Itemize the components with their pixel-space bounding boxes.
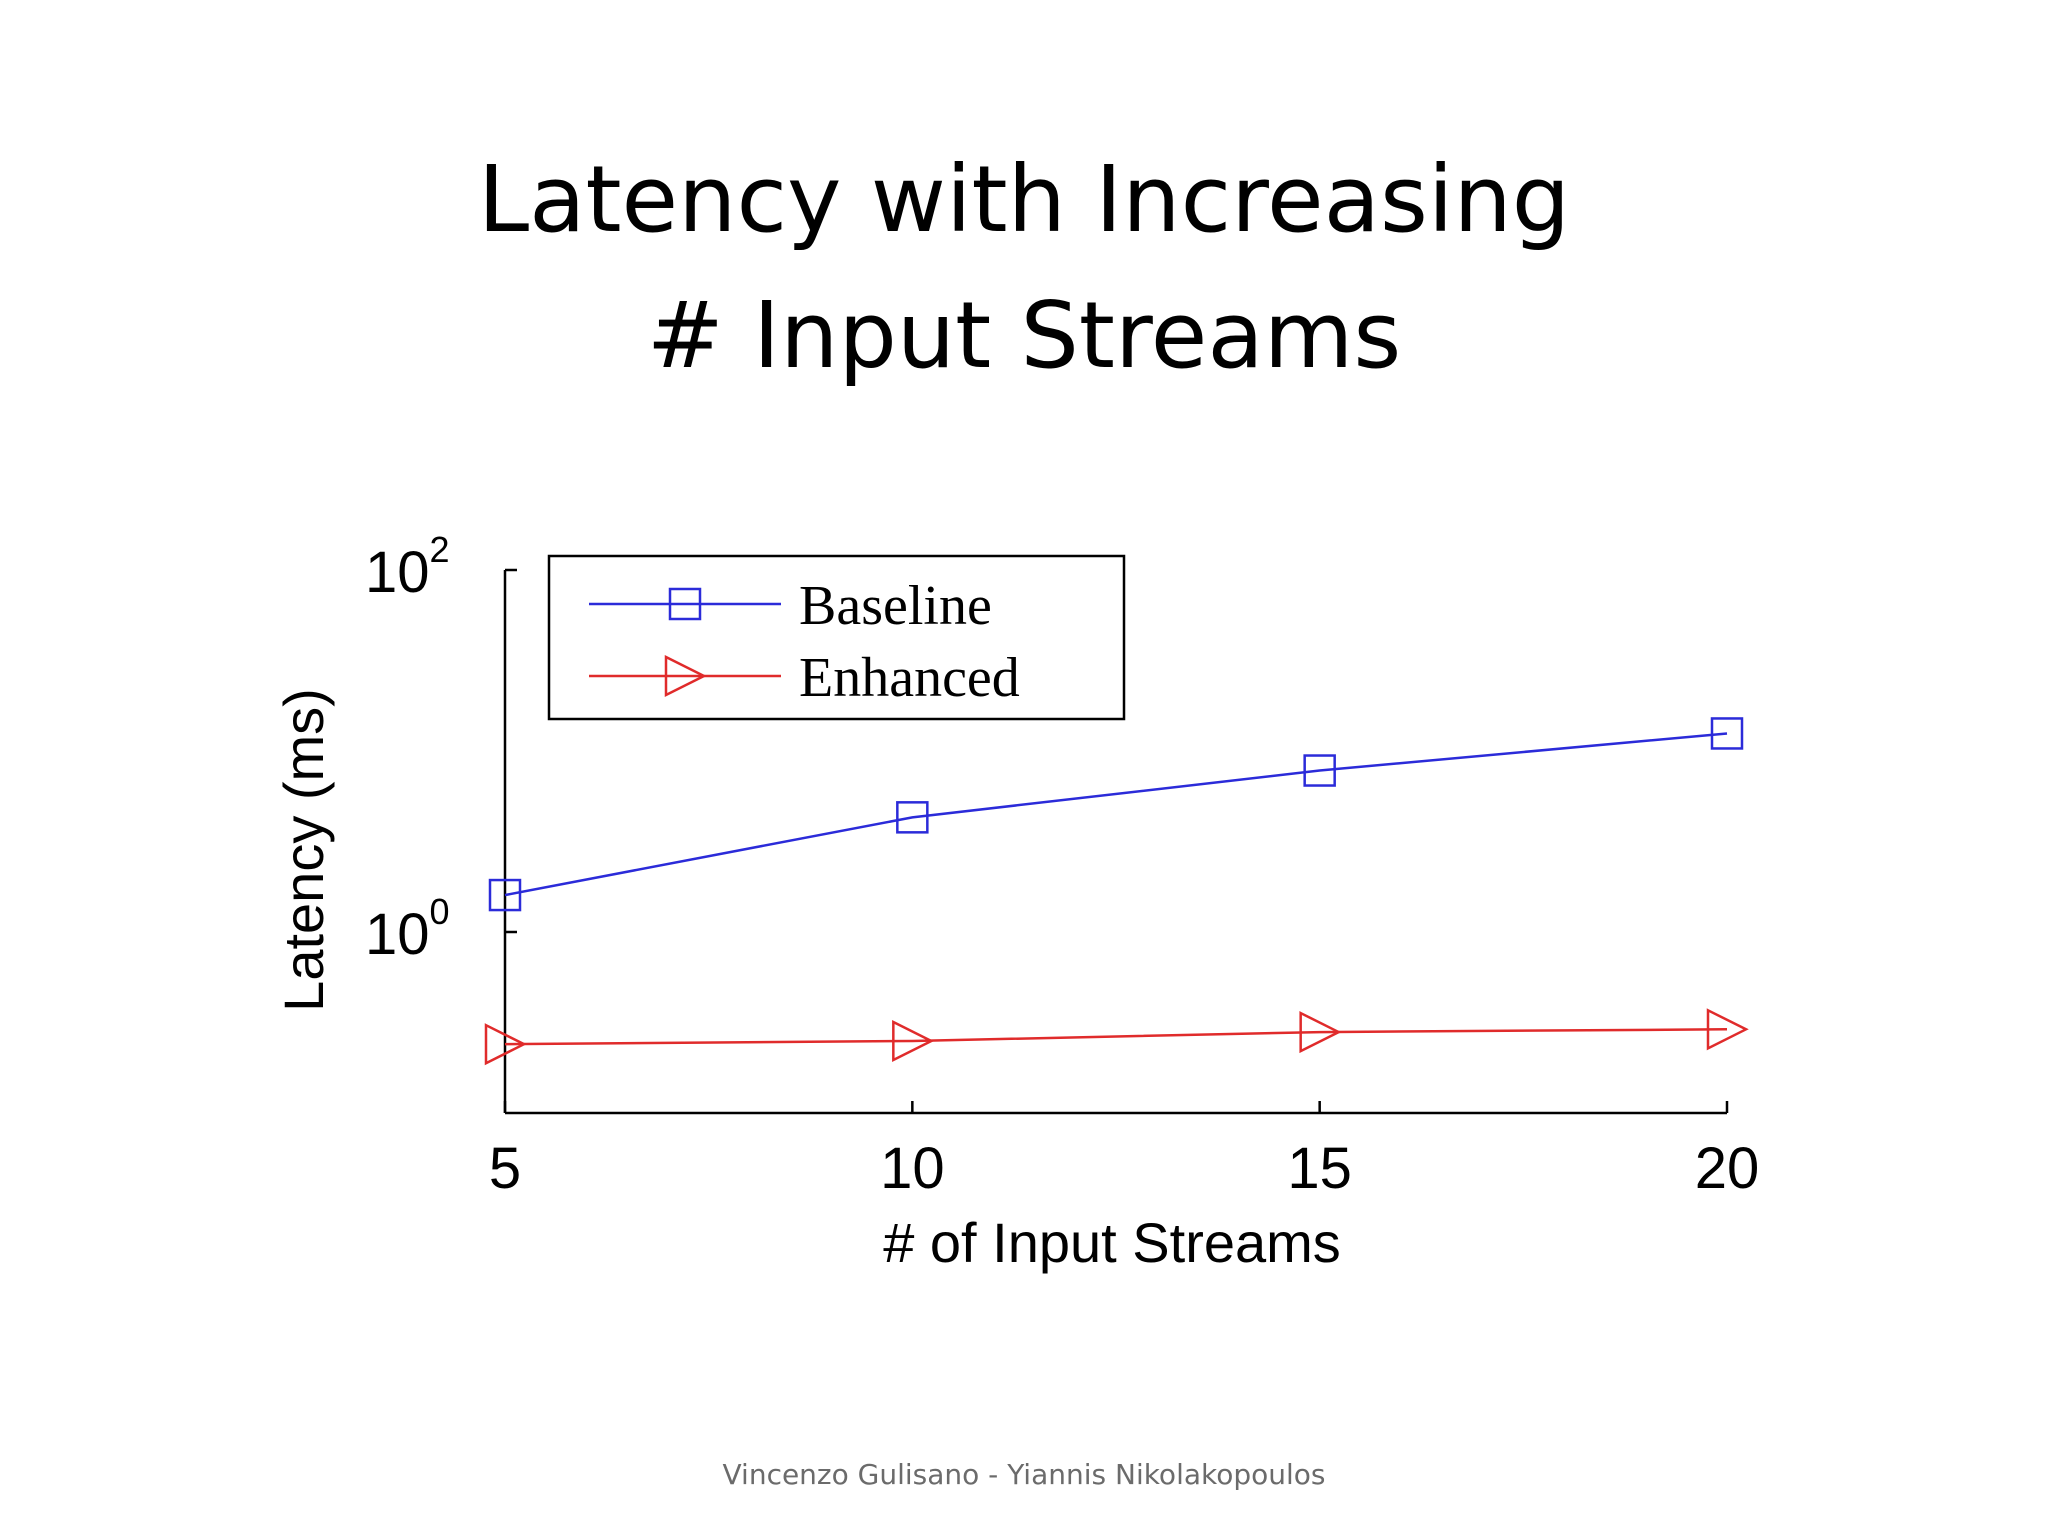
y-tick-base: 10 — [365, 540, 430, 605]
legend-marker-baseline — [668, 587, 702, 621]
y-axis-label: Latency (ms) — [272, 688, 335, 1012]
series-line-enhanced — [504, 1028, 1728, 1046]
chart-series — [484, 717, 1749, 1066]
x-tick-label: 10 — [880, 1136, 945, 1201]
series-baseline — [488, 717, 1744, 912]
data-point-baseline — [1710, 717, 1744, 750]
series-line-baseline — [504, 732, 1728, 897]
data-point-baseline — [896, 801, 929, 834]
legend-label-enhanced: Enhanced — [799, 647, 1020, 709]
y-tick-exponent: 2 — [430, 529, 450, 570]
data-point-enhanced — [1299, 1011, 1342, 1054]
x-tick-label: 20 — [1695, 1136, 1760, 1201]
slide-title: Latency with Increasing # Input Streams — [0, 132, 2048, 404]
series-enhanced — [484, 1008, 1749, 1066]
y-tick-label: 102 — [365, 529, 450, 605]
x-axis-label: # of Input Streams — [883, 1211, 1341, 1274]
slide-footer: Vincenzo Gulisano - Yiannis Nikolakopoul… — [722, 1458, 1326, 1491]
legend-box — [547, 554, 1126, 721]
y-tick-base: 10 — [365, 902, 430, 967]
data-point-baseline — [488, 878, 522, 912]
slide-title-line-2: # Input Streams — [646, 281, 1402, 389]
data-point-enhanced — [892, 1019, 935, 1062]
data-point-enhanced — [1706, 1008, 1749, 1051]
x-tick-label: 15 — [1287, 1136, 1352, 1201]
x-tick-label: 5 — [489, 1136, 521, 1201]
legend-marker-enhanced — [664, 654, 707, 698]
legend-label-baseline: Baseline — [799, 575, 992, 637]
data-point-enhanced — [484, 1023, 527, 1066]
data-point-baseline — [1303, 754, 1336, 787]
slide-title-line-1: Latency with Increasing — [477, 145, 1571, 253]
y-tick-label: 100 — [365, 891, 450, 967]
y-tick-exponent: 0 — [430, 891, 450, 932]
chart-legend: Baseline Enhanced — [547, 554, 1126, 721]
